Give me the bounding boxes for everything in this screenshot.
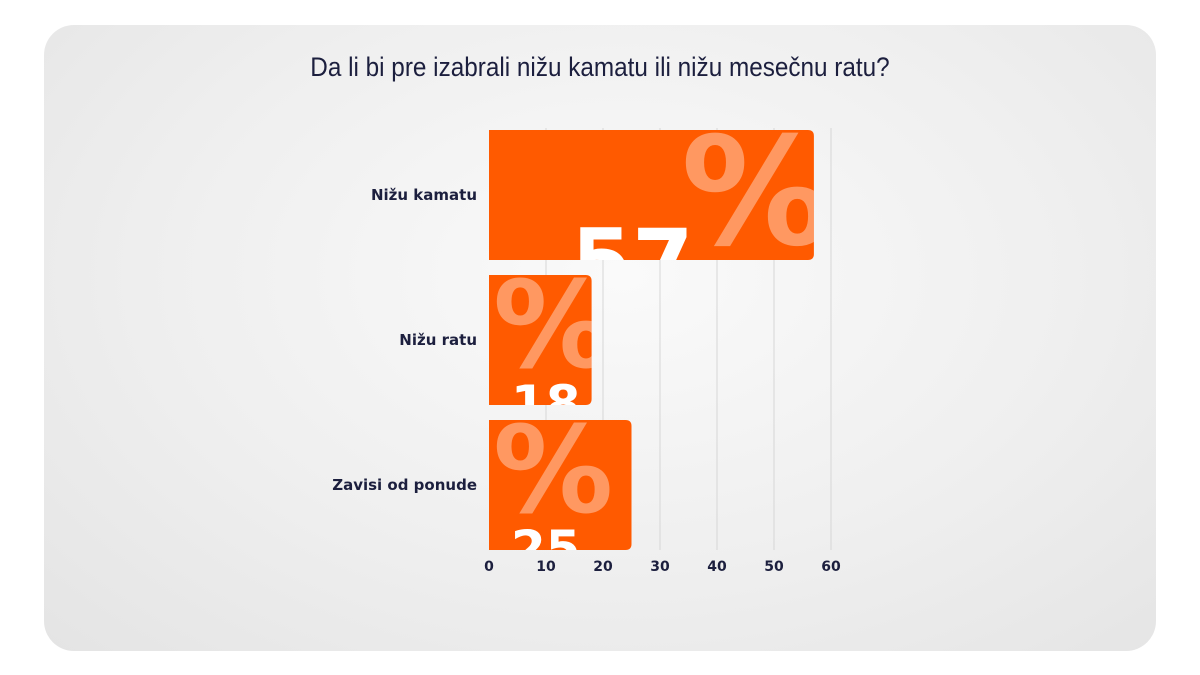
bar [489, 420, 632, 550]
x-tick-label: 50 [764, 559, 784, 575]
x-tick-label: 20 [593, 559, 613, 575]
x-tick-label: 10 [536, 559, 556, 575]
x-tick-label: 0 [484, 559, 494, 575]
bar-group: Nižu kamatu %57 [371, 106, 831, 313]
bar-value-label: 57 [571, 210, 693, 313]
bar-value-label: 25 [511, 520, 581, 578]
bar-percent-sign: % [493, 402, 613, 541]
x-tick-label: 40 [707, 559, 727, 575]
bar-group: Nižu ratu %18 [399, 257, 613, 433]
category-label: Nižu kamatu [371, 186, 477, 204]
bar [489, 275, 592, 405]
bar-percent-sign: % [493, 257, 613, 396]
x-tick-label: 30 [650, 559, 670, 575]
chart-title: Da li bi pre izabrali nižu kamatu ili ni… [310, 52, 890, 82]
category-label: Zavisi od ponude [332, 476, 477, 494]
bar [489, 130, 814, 260]
category-label: Nižu ratu [399, 331, 477, 349]
x-tick-label: 60 [821, 559, 841, 575]
bar-percent-sign: % [681, 106, 831, 280]
bar-group: Zavisi od ponude %25 [332, 402, 632, 578]
bar-value-label: 18 [511, 375, 581, 433]
